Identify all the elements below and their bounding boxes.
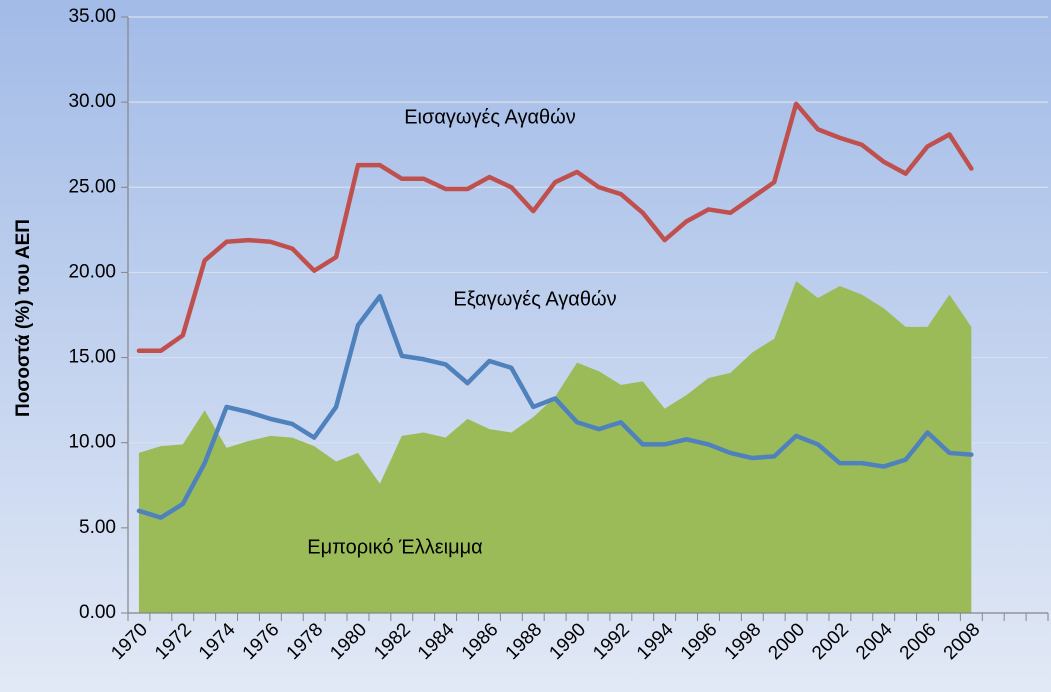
line — [136, 294, 974, 520]
y-tick-label: 0.00 — [79, 602, 116, 623]
line — [136, 101, 974, 354]
area — [138, 280, 972, 613]
y-tick-label: 25.00 — [68, 176, 116, 197]
y-tick-label: 20.00 — [68, 261, 116, 282]
y-tick-label: 5.00 — [79, 517, 116, 538]
y-tick-label: 15.00 — [68, 347, 116, 368]
series-label: Εξαγωγές Αγαθών — [453, 288, 616, 310]
series-label: Εμπορικό Έλλειμμα — [307, 536, 482, 558]
y-tick-label: 35.00 — [68, 6, 116, 27]
series-label: Εισαγωγές Αγαθών — [404, 106, 576, 128]
y-axis-label: Ποσοστά (%) του ΑΕΠ — [13, 219, 34, 417]
y-tick-label: 10.00 — [68, 432, 116, 453]
y-tick-label: 30.00 — [68, 91, 116, 112]
